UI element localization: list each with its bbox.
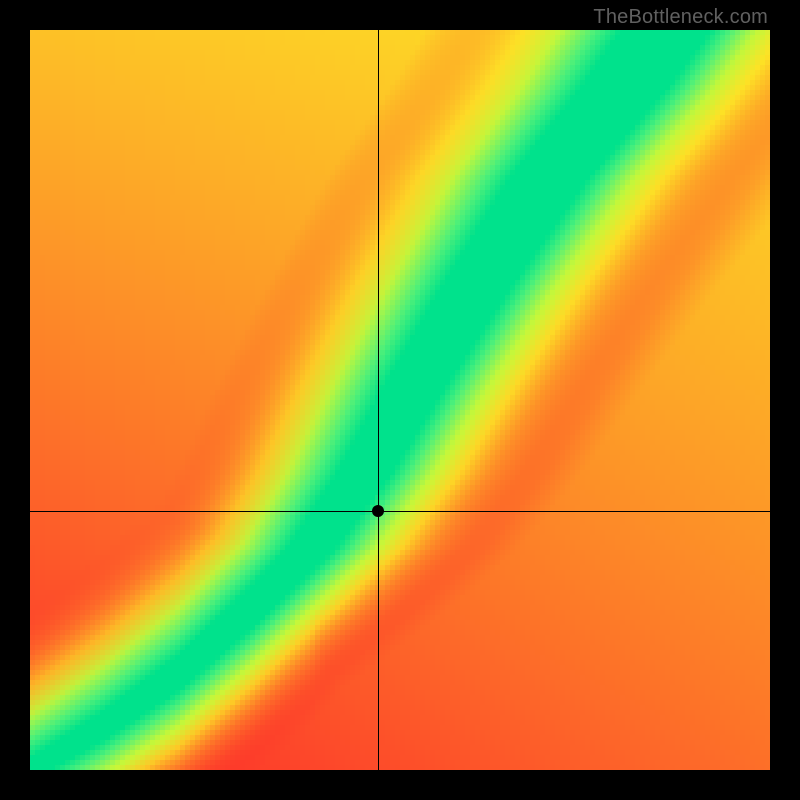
heatmap-plot bbox=[30, 30, 770, 770]
chart-container: TheBottleneck.com bbox=[0, 0, 800, 800]
heatmap-canvas bbox=[30, 30, 770, 770]
watermark-text: TheBottleneck.com bbox=[593, 6, 768, 29]
